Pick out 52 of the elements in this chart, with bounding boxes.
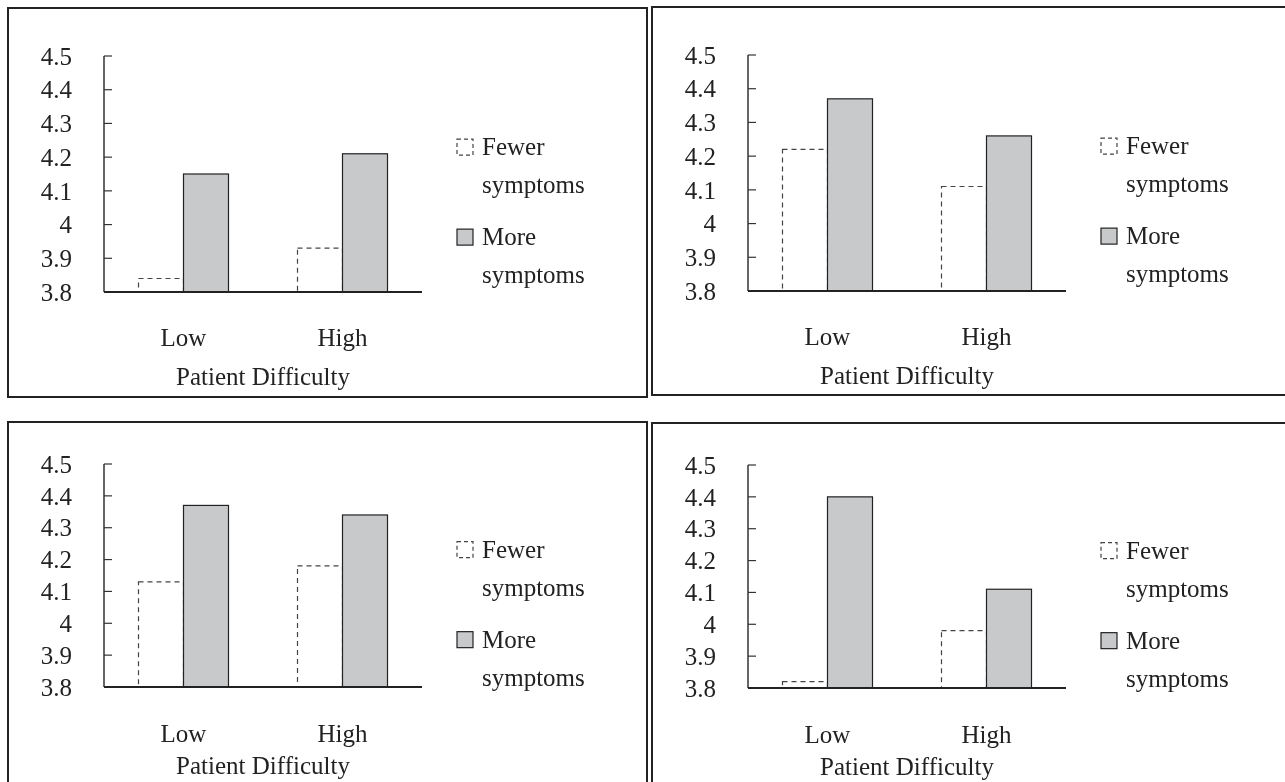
y-tick-label: 4.2 bbox=[684, 547, 716, 575]
y-tick-label: 4.2 bbox=[40, 143, 72, 171]
y-tick-label: 4.4 bbox=[40, 482, 73, 510]
x-axis-title: Patient Difficulty bbox=[176, 752, 351, 779]
y-tick-label: 4.3 bbox=[40, 514, 72, 542]
legend-label: Fewer symptoms bbox=[482, 133, 585, 199]
y-tick-label: 4 bbox=[703, 611, 717, 639]
y-tick-label: 4.2 bbox=[684, 142, 716, 170]
x-axis-title: Patient Difficulty bbox=[820, 753, 995, 780]
y-tick-label: 4.3 bbox=[684, 109, 716, 137]
x-axis-title: Patient Difficulty bbox=[820, 362, 995, 389]
y-tick-label: 3.8 bbox=[684, 277, 716, 305]
y-tick-label: 4.2 bbox=[40, 546, 72, 574]
x-axis-title: Patient Difficulty bbox=[176, 363, 351, 390]
legend-label: Fewer symptoms bbox=[1126, 132, 1229, 198]
y-tick-label: 4.5 bbox=[684, 41, 716, 69]
y-tick-label: 4.1 bbox=[684, 579, 716, 607]
legend-label: Fewer symptoms bbox=[482, 535, 585, 601]
y-tick-label: 3.9 bbox=[684, 642, 716, 670]
y-tick-label: 4.4 bbox=[684, 75, 717, 103]
x-tick-label: Low bbox=[804, 323, 851, 350]
y-tick-label: 3.9 bbox=[684, 244, 716, 272]
x-tick-label: Low bbox=[804, 721, 851, 748]
legend-label: More symptoms bbox=[1126, 626, 1229, 692]
legend-label: More symptoms bbox=[1126, 222, 1229, 288]
y-tick-label: 3.8 bbox=[40, 673, 72, 701]
x-tick-label: High bbox=[317, 720, 368, 747]
y-tick-label: 4.4 bbox=[40, 76, 73, 104]
y-tick-label: 3.8 bbox=[684, 674, 716, 702]
legend-label: More symptoms bbox=[482, 625, 585, 691]
y-tick-label: 4.3 bbox=[684, 515, 716, 543]
x-tick-label: High bbox=[317, 324, 368, 351]
x-tick-label: Low bbox=[160, 720, 207, 747]
y-tick-label: 4.1 bbox=[40, 578, 72, 606]
x-tick-label: High bbox=[961, 323, 1012, 350]
x-tick-label: High bbox=[961, 721, 1012, 748]
y-tick-label: 4.4 bbox=[684, 483, 717, 511]
y-tick-label: 3.9 bbox=[40, 245, 72, 273]
y-tick-label: 4 bbox=[59, 211, 73, 239]
y-tick-label: 4.5 bbox=[40, 42, 72, 70]
y-tick-label: 4.5 bbox=[684, 451, 716, 479]
x-tick-label: Low bbox=[160, 324, 207, 351]
y-tick-label: 4 bbox=[59, 610, 73, 638]
y-tick-label: 4.1 bbox=[40, 177, 72, 205]
y-tick-label: 4.3 bbox=[40, 110, 72, 138]
legend-label: More symptoms bbox=[482, 223, 585, 289]
y-tick-label: 4.1 bbox=[684, 176, 716, 204]
y-tick-label: 3.9 bbox=[40, 641, 72, 669]
y-tick-label: 3.8 bbox=[40, 278, 72, 306]
y-tick-label: 4.5 bbox=[40, 450, 72, 478]
y-tick-label: 4 bbox=[703, 210, 717, 238]
legend-label: Fewer symptoms bbox=[1126, 536, 1229, 602]
